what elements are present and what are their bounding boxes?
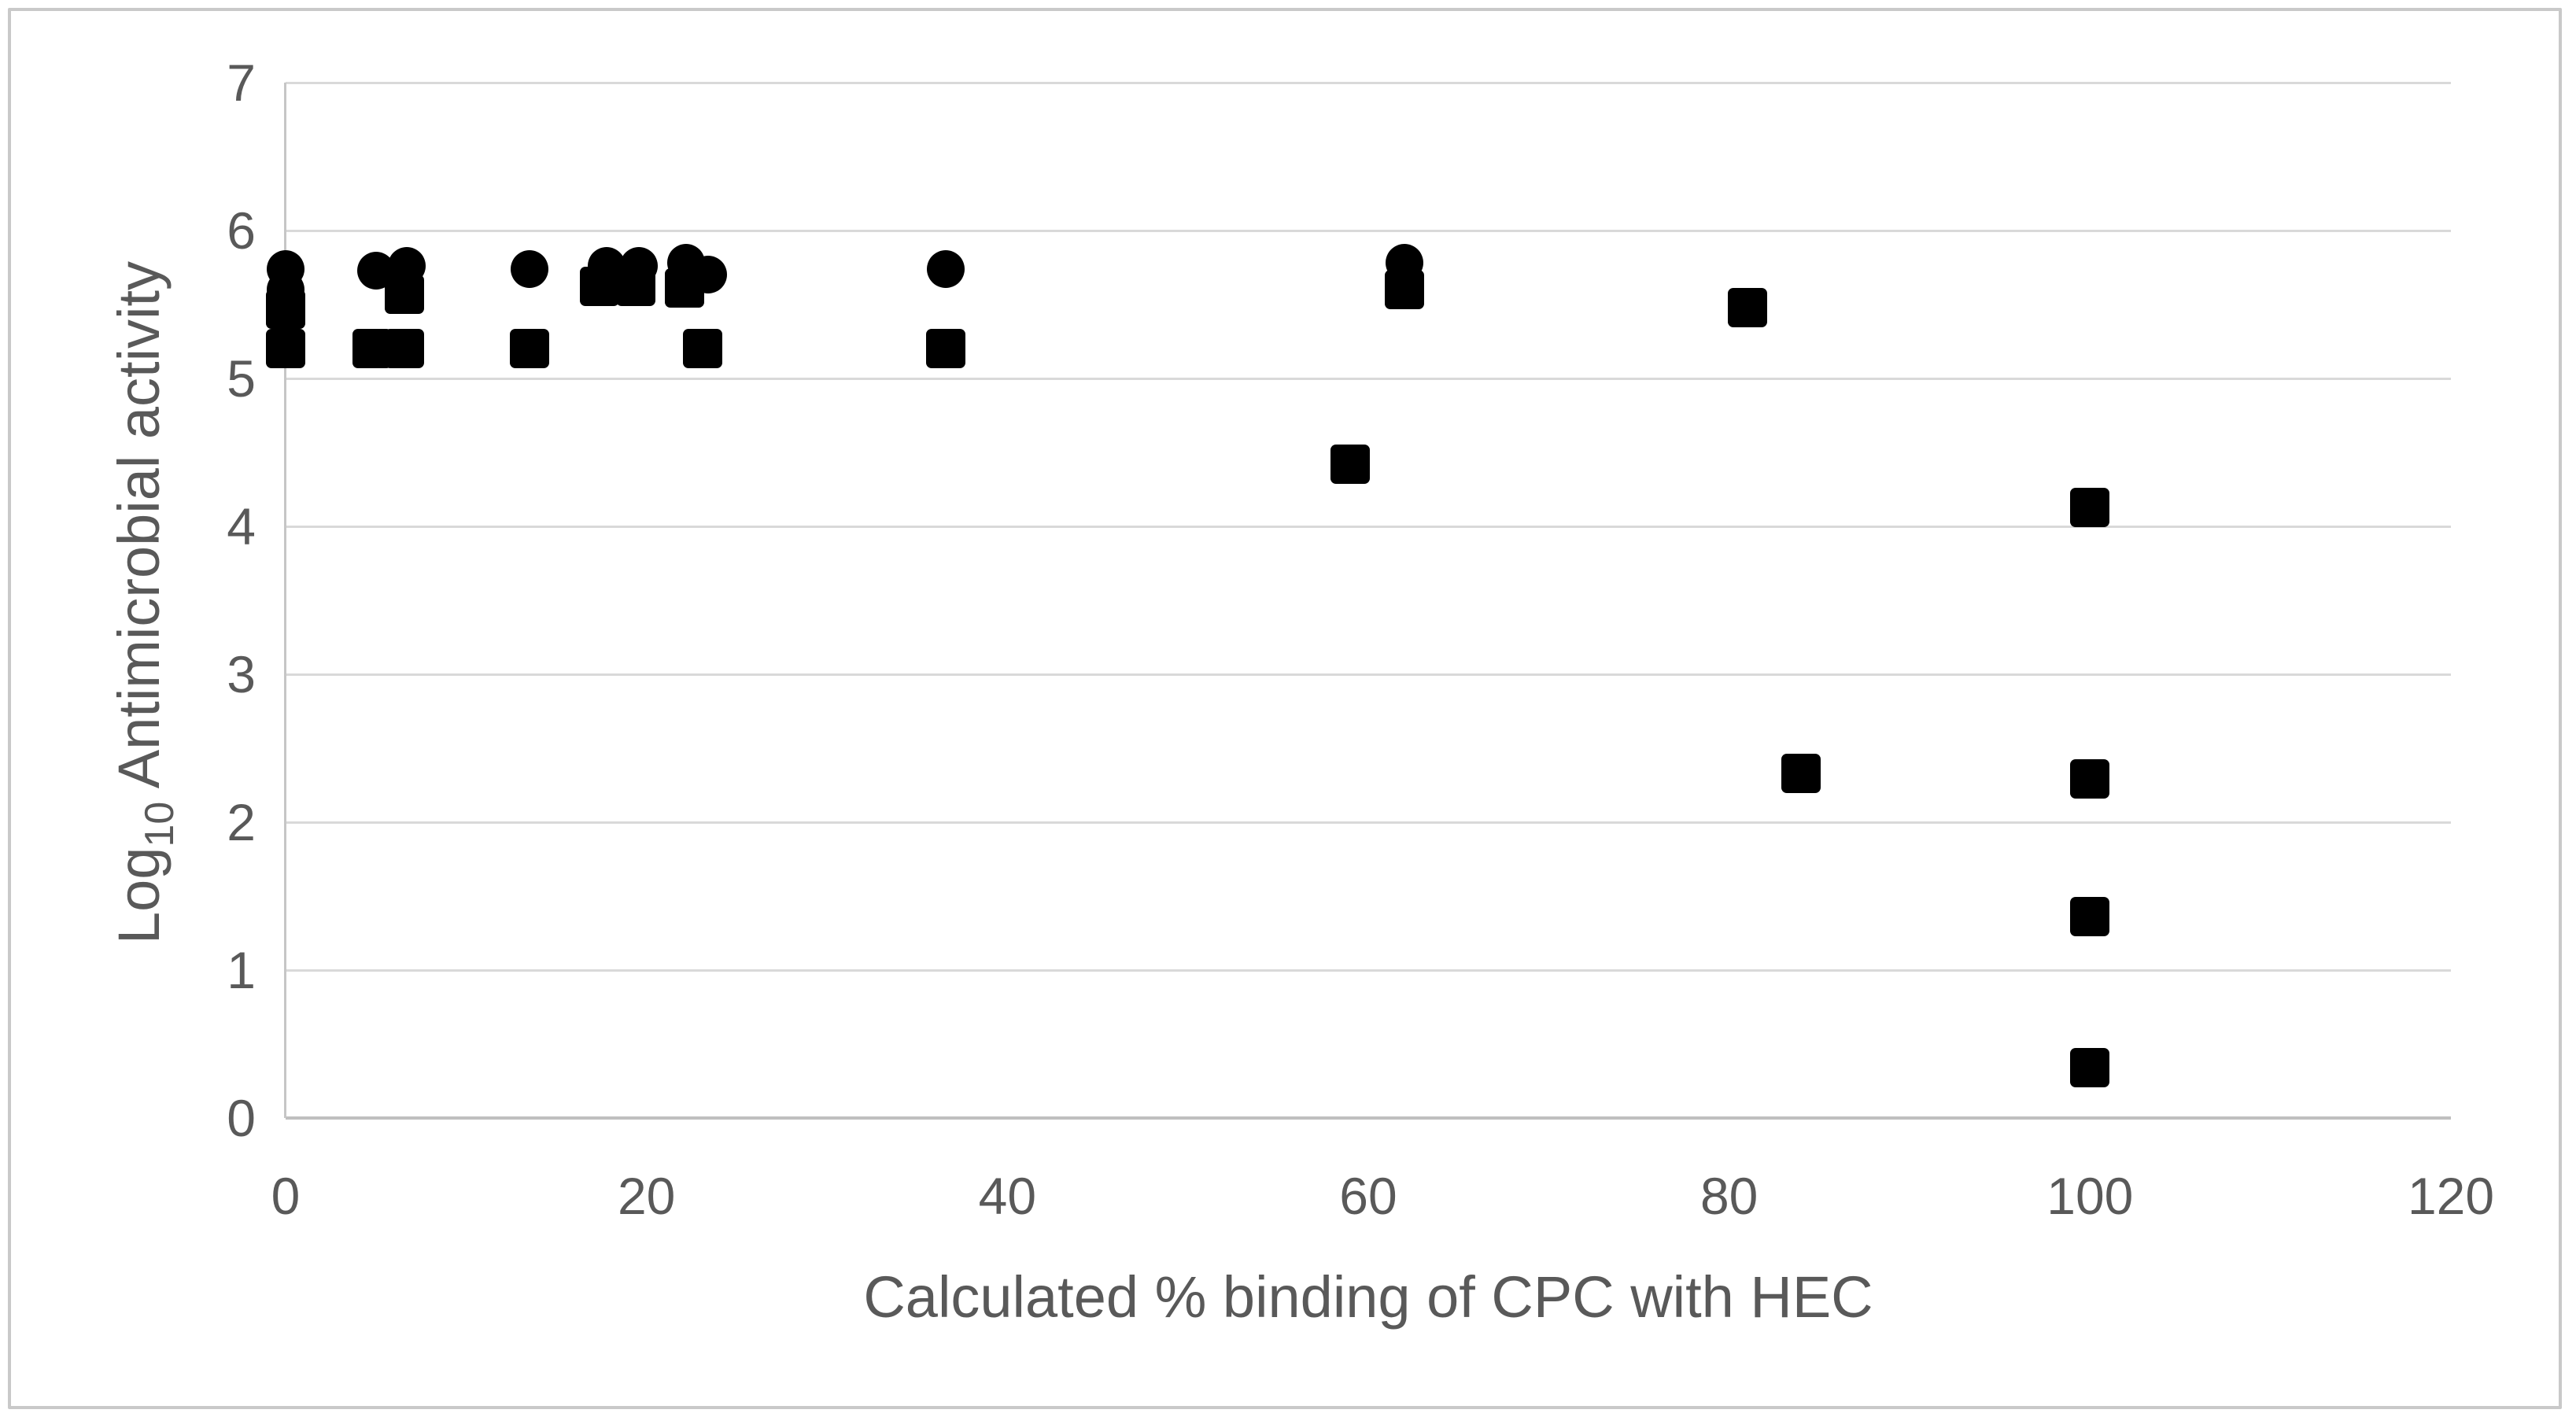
gridline-y-5: [286, 377, 2451, 380]
y-tick-label-2: 2: [227, 793, 256, 851]
y-tick-label-3: 3: [227, 645, 256, 703]
data-point-square: [2070, 759, 2110, 799]
x-axis-line: [286, 1116, 2451, 1120]
x-tick-label-80: 80: [1699, 1167, 1759, 1225]
data-point-square: [1781, 753, 1821, 793]
data-point-square: [2070, 1048, 2110, 1088]
data-point-square: [926, 329, 966, 369]
gridline-y-4: [286, 525, 2451, 528]
data-point-square: [509, 329, 549, 369]
data-point-square: [385, 329, 425, 369]
data-point-square: [1727, 287, 1767, 327]
data-point-square: [1384, 270, 1424, 310]
x-axis-title: Calculated % binding of CPC with HEC: [863, 1264, 1873, 1330]
x-tick-label-120: 120: [2407, 1167, 2495, 1225]
y-tick-label-6: 6: [227, 201, 256, 260]
data-point-square: [266, 329, 305, 369]
y-axis-title-subscript: 10: [137, 801, 183, 847]
gridline-y-6: [286, 229, 2451, 232]
y-tick-label-4: 4: [227, 497, 256, 555]
x-tick-label-20: 20: [617, 1167, 676, 1225]
y-axis-title: Log10 Antimicrobial activity: [106, 209, 183, 996]
y-tick-label-0: 0: [227, 1089, 256, 1147]
gridline-y-2: [286, 821, 2451, 824]
data-point-square: [682, 329, 722, 369]
y-axis-line: [284, 83, 286, 1118]
y-tick-label-7: 7: [227, 54, 256, 112]
data-point-square: [664, 268, 704, 308]
data-point-circle: [510, 249, 548, 288]
x-tick-label-60: 60: [1339, 1167, 1397, 1225]
y-axis-title-suffix: Antimicrobial activity: [106, 260, 172, 802]
gridline-y-7: [286, 81, 2451, 84]
data-point-square: [2070, 897, 2110, 937]
gridline-y-3: [286, 673, 2451, 676]
x-tick-label-40: 40: [978, 1167, 1037, 1225]
gridline-y-1: [286, 969, 2451, 972]
data-point-circle: [927, 249, 965, 288]
y-tick-label-5: 5: [227, 349, 256, 408]
x-tick-label-100: 100: [2046, 1167, 2134, 1225]
y-axis-title-prefix: Log: [106, 847, 172, 945]
plot-area: [266, 81, 2451, 1120]
y-tick-label-1: 1: [227, 941, 256, 999]
data-point-square: [2070, 487, 2110, 527]
figure-border: [8, 8, 2562, 1409]
data-point-square: [266, 289, 305, 329]
data-point-square: [385, 274, 425, 314]
x-tick-label-0: 0: [271, 1167, 301, 1225]
data-point-square: [615, 267, 655, 307]
data-point-square: [580, 267, 620, 307]
data-point-square: [1330, 445, 1371, 485]
